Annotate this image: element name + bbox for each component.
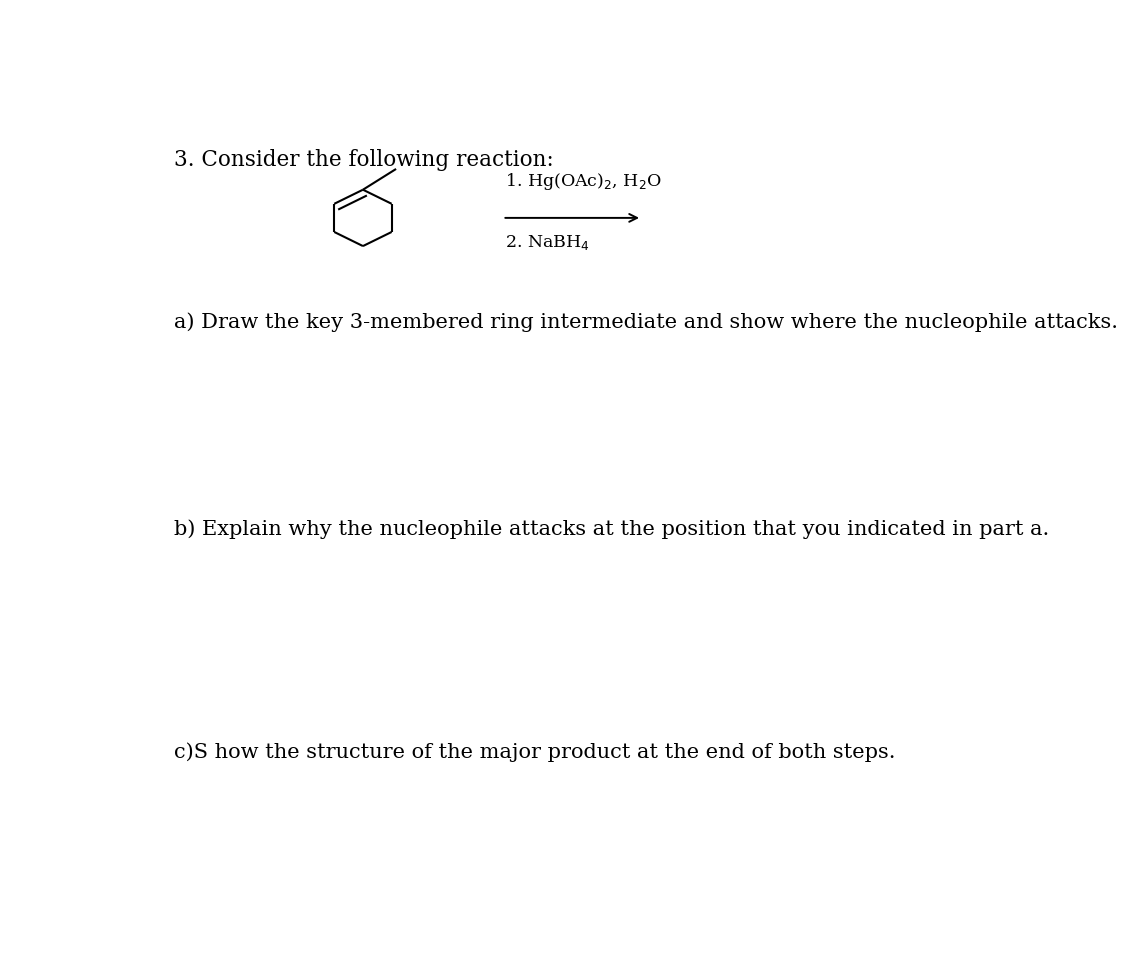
Text: 3. Consider the following reaction:: 3. Consider the following reaction: bbox=[173, 149, 554, 170]
Text: 1. Hg(OAc)$_2$, H$_2$O: 1. Hg(OAc)$_2$, H$_2$O bbox=[505, 171, 662, 192]
Text: 2. NaBH$_4$: 2. NaBH$_4$ bbox=[505, 233, 590, 251]
Text: a) Draw the key 3-membered ring intermediate and show where the nucleophile atta: a) Draw the key 3-membered ring intermed… bbox=[173, 312, 1118, 331]
Text: b) Explain why the nucleophile attacks at the position that you indicated in par: b) Explain why the nucleophile attacks a… bbox=[173, 520, 1048, 539]
Text: c)S how the structure of the major product at the end of both steps.: c)S how the structure of the major produ… bbox=[173, 742, 896, 762]
